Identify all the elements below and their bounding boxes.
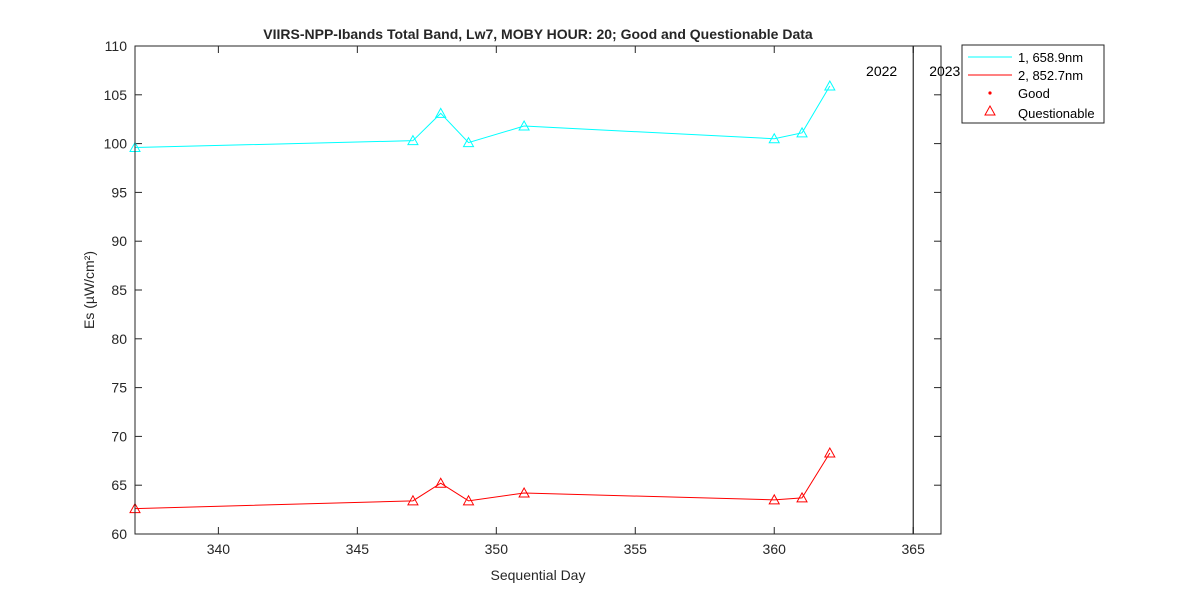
data-point-questionable (462, 494, 475, 506)
y-tick-label: 65 (111, 477, 127, 493)
x-axis-label: Sequential Day (491, 567, 586, 583)
legend-label-series-2: 2, 852.7nm (1018, 68, 1083, 83)
x-tick-label: 360 (763, 541, 787, 557)
legend: 1, 658.9nm 2, 852.7nm Good Questionable (961, 44, 1105, 124)
data-point-questionable (407, 494, 419, 506)
data-point-questionable (823, 79, 836, 91)
y-tick-label: 95 (111, 184, 127, 200)
y-tick-label: 80 (111, 331, 127, 347)
data-point-questionable (434, 477, 447, 488)
data-point-questionable (796, 126, 808, 138)
plot-area (135, 46, 941, 534)
data-series (129, 79, 836, 514)
y-tick-label: 70 (111, 428, 127, 444)
y-axis-label: Es (µW/cm²) (81, 251, 97, 329)
y-tick-label: 60 (111, 526, 127, 542)
y-tick-label: 90 (111, 233, 127, 249)
y-tick-label: 110 (105, 38, 128, 54)
data-point-questionable (518, 486, 530, 498)
data-point-questionable (768, 493, 781, 505)
legend-label-questionable: Questionable (1018, 106, 1095, 121)
data-point-questionable (823, 446, 836, 458)
x-tick-label: 340 (207, 541, 231, 557)
legend-marker-questionable (984, 104, 996, 116)
y-tick-label: 100 (104, 136, 128, 152)
y-tick-label: 105 (104, 87, 128, 103)
x-tick-label: 355 (624, 541, 648, 557)
legend-label-series-1: 1, 658.9nm (1018, 50, 1083, 65)
year-label-right: 2023 (929, 63, 960, 79)
legend-marker-good (988, 91, 992, 95)
series-line-1 (134, 85, 831, 148)
x-tick-label: 350 (485, 541, 509, 557)
year-label-left: 2022 (866, 63, 897, 79)
plot-frame (134, 45, 942, 535)
data-point-questionable (407, 134, 419, 146)
legend-label-good: Good (1018, 86, 1050, 101)
data-point-questionable (462, 136, 475, 148)
y-tick-label: 85 (111, 282, 127, 298)
x-tick-label: 345 (346, 541, 370, 557)
data-point-questionable (796, 491, 808, 503)
series-line-2 (134, 452, 831, 510)
y-tick-label: 75 (111, 380, 127, 396)
data-point-questionable (518, 120, 530, 131)
legend-box (961, 44, 1105, 124)
data-point-questionable (768, 132, 781, 144)
data-point-questionable (434, 107, 447, 118)
x-tick-label: 365 (902, 541, 926, 557)
chart-title: VIIRS-NPP-Ibands Total Band, Lw7, MOBY H… (263, 26, 813, 42)
year-divider: 2022 2023 (866, 46, 961, 534)
